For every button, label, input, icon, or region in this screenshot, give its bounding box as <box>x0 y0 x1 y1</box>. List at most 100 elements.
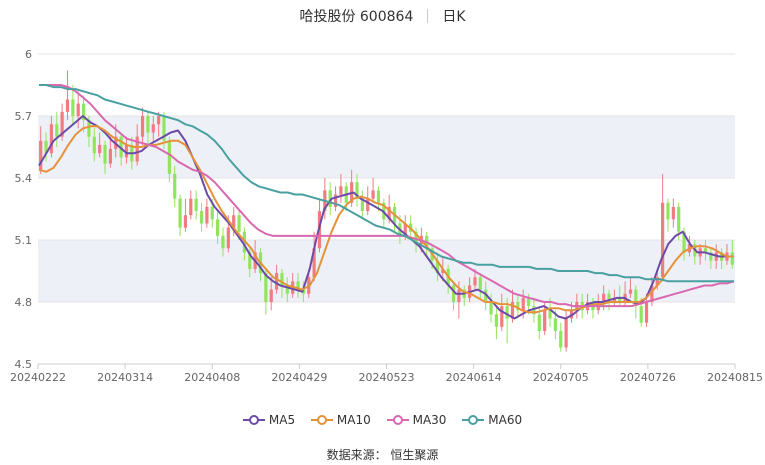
candle-down <box>559 330 563 348</box>
candle-down <box>81 103 86 121</box>
candle-down <box>285 285 289 294</box>
candle-down <box>221 235 225 249</box>
legend-item-ma5[interactable]: MA5 <box>242 413 296 427</box>
candle-up <box>49 124 54 154</box>
candle-down <box>264 273 268 302</box>
candle-down <box>328 190 332 207</box>
candle-down <box>709 252 713 261</box>
candle-up <box>661 202 665 278</box>
candle-up <box>108 149 112 164</box>
x-tick-label: 20240815 <box>707 371 763 384</box>
candle-down <box>677 206 681 232</box>
candle-up <box>135 136 139 162</box>
candle-up <box>441 268 445 274</box>
candle-up <box>76 103 80 116</box>
candle-up <box>655 277 659 286</box>
candle-up <box>671 206 675 220</box>
candle-down <box>103 144 107 164</box>
candle-down <box>730 252 734 265</box>
legend-swatch-ma5-icon <box>242 415 265 425</box>
candle-down <box>489 302 493 315</box>
candle-down <box>280 273 284 286</box>
candle-down <box>194 198 198 212</box>
candle-down <box>435 260 440 274</box>
candle-up <box>65 99 70 112</box>
y-tick-label: 5.1 <box>15 234 33 247</box>
candle-up <box>157 116 161 125</box>
legend-label-ma30: MA30 <box>412 413 447 427</box>
x-tick-label: 20240523 <box>359 371 415 384</box>
candle-down <box>355 182 359 199</box>
candle-down <box>167 140 171 174</box>
candle-up <box>124 144 129 158</box>
candle-up <box>500 306 504 327</box>
candle-up <box>543 310 547 331</box>
candle-down <box>682 231 686 253</box>
candle-up <box>151 124 155 133</box>
candle-up <box>274 273 279 290</box>
candle-down <box>639 306 643 323</box>
x-tick-label: 20240705 <box>533 371 589 384</box>
candle-down <box>216 219 220 236</box>
candle-down <box>87 120 91 137</box>
candle-up <box>60 111 64 137</box>
legend-item-ma60[interactable]: MA60 <box>462 413 522 427</box>
candle-up <box>457 289 461 302</box>
grid-band <box>38 240 735 302</box>
candle-up <box>403 223 407 236</box>
ma-line-ma10 <box>38 125 734 314</box>
candle-up <box>371 190 375 199</box>
candle-down <box>296 281 300 290</box>
candle-up <box>612 297 616 302</box>
legend-item-ma10[interactable]: MA10 <box>310 413 371 427</box>
y-tick-label: 5.7 <box>15 110 33 123</box>
candle-up <box>189 198 193 216</box>
stock-name-code: 哈投股份 600864 <box>299 9 414 25</box>
candle-up <box>628 289 633 294</box>
candle-up <box>140 116 145 137</box>
legend-label-ma5: MA5 <box>268 413 296 427</box>
candle-up <box>473 277 477 286</box>
candle-up <box>387 206 391 220</box>
candle-down <box>55 124 59 137</box>
candle-up <box>564 318 568 348</box>
ma-line-ma5 <box>38 115 734 320</box>
title-separator <box>427 9 429 23</box>
candle-down <box>553 318 557 331</box>
x-tick-label: 20240429 <box>271 371 327 384</box>
candle-down <box>618 297 622 302</box>
candle-down <box>532 306 536 315</box>
legend-swatch-ma60-icon <box>462 415 485 425</box>
candle-down <box>146 116 150 133</box>
candle-down <box>376 190 381 203</box>
y-tick-label: 6 <box>25 48 32 61</box>
candle-down <box>634 289 638 307</box>
candle-down <box>505 306 509 319</box>
candle-down <box>119 136 123 158</box>
candle-down <box>478 277 482 290</box>
candle-up <box>602 293 606 302</box>
candle-up <box>232 215 236 228</box>
data-source: 数据来源： 恒生聚源 <box>326 448 439 462</box>
candle-up <box>39 140 43 170</box>
y-tick-label: 5.4 <box>15 172 33 185</box>
candle-down <box>44 140 48 154</box>
x-tick-label: 20240222 <box>10 371 66 384</box>
legend-swatch-ma10-icon <box>310 415 333 425</box>
candle-up <box>333 194 338 207</box>
candle-down <box>360 198 364 212</box>
y-tick-label: 4.5 <box>15 358 33 371</box>
candle-down <box>162 116 166 141</box>
candle-up <box>226 227 230 249</box>
legend-item-ma30[interactable]: MA30 <box>386 413 447 427</box>
candle-up <box>650 285 654 302</box>
x-tick-label: 20240314 <box>97 371 153 384</box>
candle-up <box>269 289 273 302</box>
ma-line-ma60 <box>39 84 734 283</box>
candle-down <box>237 215 241 232</box>
candle-up <box>312 248 316 278</box>
x-tick-label: 20240408 <box>184 371 240 384</box>
candle-down <box>537 314 541 331</box>
candle-down <box>248 252 252 269</box>
candle-up <box>521 297 525 311</box>
